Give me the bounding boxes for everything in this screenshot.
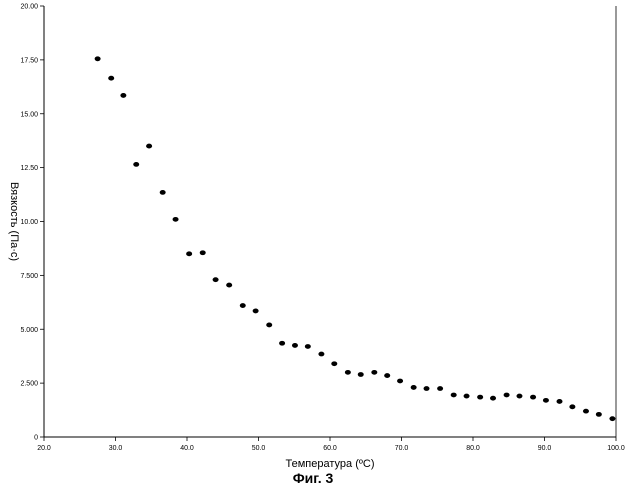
data-point [239,303,246,308]
x-tick-label: 20.0 [37,445,51,452]
y-tick-label: 7.500 [20,273,38,280]
x-tick-label: 40.0 [180,445,194,452]
x-tick-label: 90.0 [538,445,552,452]
y-axis-title: Вязкость (Па·с) [8,182,20,261]
data-point [133,161,140,167]
x-tick-label: 50.0 [252,445,266,452]
y-tick-label: 15.00 [20,111,38,118]
data-point [477,394,484,400]
data-point [437,386,444,391]
y-tick-label: 2.500 [20,381,38,388]
data-point [159,190,166,195]
data-point [569,404,576,410]
data-point [595,411,602,417]
data-point [384,373,391,378]
data-point [226,282,233,288]
x-tick-label: 30.0 [109,445,123,452]
data-point [304,344,311,349]
y-tick-label: 20.00 [20,4,38,11]
x-tick-label: 70.0 [395,445,409,452]
data-point [199,250,206,256]
data-point [279,340,286,346]
data-point [172,216,179,222]
y-tick-label: 17.50 [20,57,38,64]
x-tick-label: 60.0 [323,445,337,452]
data-point [490,395,497,401]
y-tick-label: 10.00 [20,219,38,226]
data-point [331,361,338,367]
data-point [212,277,219,283]
data-point [120,93,127,98]
x-axis-title: Температура (ºC) [286,458,375,470]
data-point [186,251,193,257]
data-point [503,392,510,398]
data-point [397,378,404,384]
x-tick-label: 80.0 [466,445,480,452]
y-tick-label: 5.000 [20,327,38,334]
y-tick-label: 0 [34,435,38,442]
data-point [556,399,563,404]
figure-caption: Фиг. 3 [292,470,334,486]
data-point [318,351,325,357]
data-point [291,343,298,348]
data-point [371,369,378,375]
data-point [252,308,259,314]
data-point [530,394,537,400]
data-point [423,386,430,391]
data-point [266,322,273,328]
data-point [410,385,417,390]
data-point [582,408,589,414]
data-point [516,393,523,399]
data-point [542,397,549,403]
data-point [344,369,351,375]
data-point [357,372,364,377]
data-point [609,416,616,422]
data-point [146,143,153,149]
x-tick-label: 100.0 [607,445,625,452]
data-point [463,393,470,399]
data-point [94,56,101,62]
data-point [108,75,115,81]
data-point [450,392,457,398]
y-tick-label: 12.50 [20,165,38,172]
